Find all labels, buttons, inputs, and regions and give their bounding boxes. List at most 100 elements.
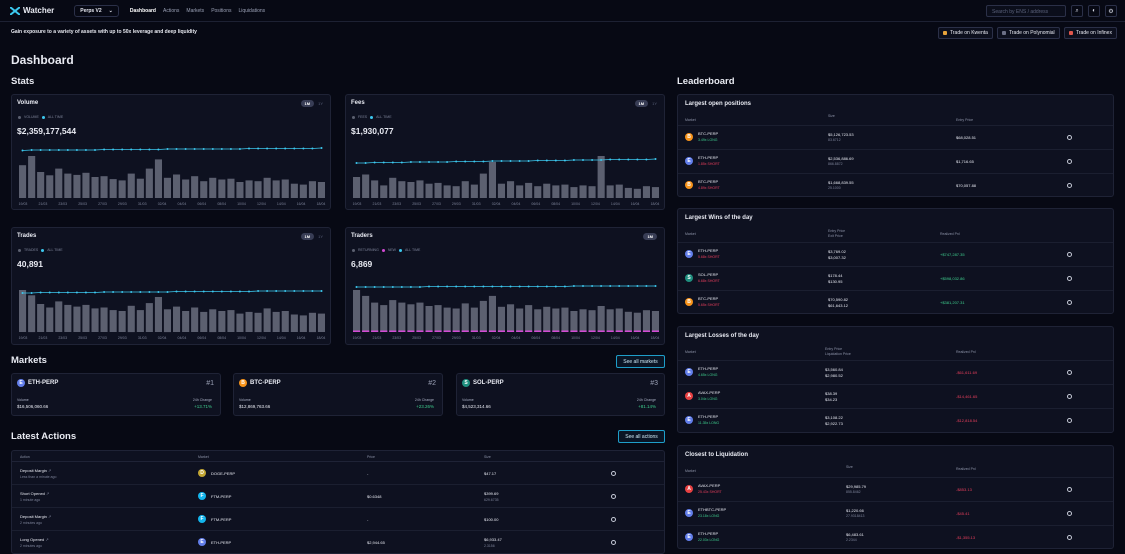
action-name[interactable]: Long Opened ↗	[20, 537, 49, 542]
view-icon[interactable]	[1067, 183, 1072, 188]
range-1m[interactable]: 1M	[643, 233, 657, 240]
chart-bar	[245, 180, 253, 198]
view-icon[interactable]	[1067, 370, 1072, 375]
view-icon[interactable]	[1067, 394, 1072, 399]
range-1y[interactable]: 1Y	[652, 101, 657, 106]
position-size: $2,536,886.69	[828, 156, 854, 161]
view-icon[interactable]	[611, 494, 616, 499]
leaderboard-row[interactable]: B BTC-PERP 4.89x SHORT $1,668,839.55 25.1…	[678, 173, 1113, 196]
nav-liquidations[interactable]: Liquidations	[238, 7, 266, 14]
market-name[interactable]: ETH-PERP	[698, 414, 719, 419]
col-realized-pnl: Realized Pnl	[940, 232, 960, 236]
market-name[interactable]: BTC-PERP	[698, 179, 719, 184]
trade-kwenta-button[interactable]: Trade on Kwenta	[938, 27, 993, 39]
leaderboard-row[interactable]: A AVAX-PERP 25.43x SHORT $29,985.79 855.8…	[678, 477, 1113, 501]
view-icon[interactable]	[1067, 418, 1072, 423]
chart-bar	[597, 156, 605, 198]
search-input[interactable]: Search by ENS / address	[986, 5, 1066, 17]
market-card-eth[interactable]: E ETH-PERP #1 Volume $16,506,060.66 24h C…	[11, 373, 221, 416]
view-icon[interactable]	[1067, 487, 1072, 492]
view-icon[interactable]	[1067, 300, 1072, 305]
search-button[interactable]: ⌕	[1071, 5, 1083, 17]
cumulative-point	[130, 291, 133, 293]
view-icon[interactable]	[1067, 252, 1072, 257]
market-name[interactable]: BTC-PERP	[698, 131, 719, 136]
x-tick-label: 25/03	[78, 202, 87, 206]
entry-price: $70,590.82	[828, 297, 849, 302]
leaderboard-row[interactable]: A AVAX-PERP 3.04x LONG $38.39 $34.23 -$14,…	[678, 384, 1113, 408]
leaderboard-row[interactable]: E ETH-PERP 11.35x LONG $3,108.22 $2,922.7…	[678, 408, 1113, 432]
market-name[interactable]: ETHBTC-PERP	[698, 507, 727, 512]
market-name[interactable]: ETH-PERP	[698, 155, 719, 160]
action-name[interactable]: Short Opened ↗	[20, 491, 50, 496]
market-name[interactable]: ETH-PERP	[698, 531, 719, 536]
chart-bar	[272, 180, 280, 198]
view-icon[interactable]	[1067, 535, 1072, 540]
cumulative-point	[364, 162, 367, 164]
table-row[interactable]: Deposit Margin ↗ 2 minutes ago F FTM-PER…	[12, 508, 664, 531]
table-row[interactable]: Deposit Margin ↗ Less than a minute ago …	[12, 462, 664, 485]
nav-markets[interactable]: Markets	[186, 7, 205, 14]
coin-icon: E	[685, 368, 693, 376]
leaderboard-row[interactable]: E ETHBTC-PERP 23.18x LONG $1,220.66 27.93…	[678, 501, 1113, 525]
market-name[interactable]: AVAX-PERP	[698, 483, 721, 488]
col-entry-price: Entry Price	[828, 229, 846, 233]
market-name[interactable]: AVAX-PERP	[698, 390, 721, 395]
market-name: BTC-PERP	[250, 380, 281, 386]
x-tick-label: 29/03	[118, 336, 127, 340]
cumulative-point	[509, 160, 512, 162]
range-1m[interactable]: 1M	[300, 100, 315, 107]
cumulative-point	[66, 291, 69, 294]
nav-positions[interactable]: Positions	[211, 7, 232, 14]
chart-bar	[200, 181, 208, 198]
market-card-sol[interactable]: S SOL-PERP #3 Volume $4,523,314.66 24h Ch…	[456, 373, 665, 416]
market-name[interactable]: SOL-PERP	[698, 272, 719, 277]
table-row[interactable]: Short Opened ↗ 1 minute ago F FTM-PERP $…	[12, 485, 664, 508]
col-size: Size	[828, 114, 835, 118]
market-name[interactable]: FTM-PERP	[211, 517, 232, 522]
leaderboard-row[interactable]: S SOL-PERP 6.68x SHORT $178.44 $130.95 +$5…	[678, 266, 1113, 290]
market-name[interactable]: BTC-PERP	[698, 296, 719, 301]
leaderboard-row[interactable]: E ETH-PERP 5.68x SHORT $3,769.02 $3,007.3…	[678, 242, 1113, 266]
trade-infinex-button[interactable]: Trade on Infinex	[1064, 27, 1117, 39]
legend-label: ALL TIME	[47, 248, 63, 252]
action-name[interactable]: Deposit Margin ↗	[20, 468, 52, 473]
market-name[interactable]: ETH-PERP	[211, 540, 232, 545]
view-icon[interactable]	[1067, 135, 1072, 140]
market-change: +23.26%	[416, 404, 434, 409]
logo[interactable]: Watcher	[10, 6, 54, 15]
see-all-actions-button[interactable]: See all actions	[618, 430, 665, 443]
view-icon[interactable]	[1067, 511, 1072, 516]
market-name[interactable]: ETH-PERP	[698, 366, 719, 371]
range-1m[interactable]: 1M	[634, 100, 649, 107]
see-all-markets-button[interactable]: See all markets	[616, 355, 665, 368]
view-icon[interactable]	[1067, 159, 1072, 164]
leaderboard-row[interactable]: B BTC-PERP 5.65x SHORT $70,590.82 $61,643…	[678, 290, 1113, 313]
range-1m[interactable]: 1M	[300, 233, 315, 240]
action-name[interactable]: Deposit Margin ↗	[20, 514, 52, 519]
settings-button[interactable]: ⚙	[1105, 5, 1117, 17]
version-select[interactable]: Perps V2 ⌄	[74, 4, 119, 17]
chart-bar	[389, 177, 397, 198]
market-card-btc[interactable]: B BTC-PERP #2 Volume $12,869,763.66 24h C…	[233, 373, 443, 416]
leaderboard-row[interactable]: E ETH-PERP 4.65x LONG $3,560.84 $2,980.52…	[678, 360, 1113, 384]
nav-dashboard[interactable]: Dashboard	[129, 7, 156, 14]
leaderboard-row[interactable]: B BTC-PERP 3.49x LONG $5,126,723.53 83.67…	[678, 125, 1113, 149]
view-icon[interactable]	[611, 540, 616, 545]
view-icon[interactable]	[1067, 276, 1072, 281]
market-name[interactable]: FTM-PERP	[211, 494, 232, 499]
leaderboard-row[interactable]: E ETH-PERP 22.03x LONG $6,483.61 2.2344 -$…	[678, 525, 1113, 548]
market-name[interactable]: ETH-PERP	[698, 248, 719, 253]
trade-polynomial-button[interactable]: Trade on Polynomial	[997, 27, 1060, 39]
view-icon[interactable]	[611, 471, 616, 476]
nav-actions[interactable]: Actions	[163, 7, 180, 14]
legend-line-swatch	[41, 248, 45, 252]
leaderboard-row[interactable]: E ETH-PERP 1.85x SHORT $2,536,886.69 866.…	[678, 149, 1113, 173]
view-icon[interactable]	[611, 517, 616, 522]
range-1y[interactable]: 1Y	[318, 101, 323, 106]
theme-button[interactable]: ◐	[1088, 5, 1100, 17]
chart-bar-new	[434, 330, 442, 332]
table-row[interactable]: Long Opened ↗ 2 minutes ago E ETH-PERP $…	[12, 531, 664, 553]
market-name[interactable]: DOGE-PERP	[211, 471, 236, 476]
range-1y[interactable]: 1Y	[318, 234, 323, 239]
